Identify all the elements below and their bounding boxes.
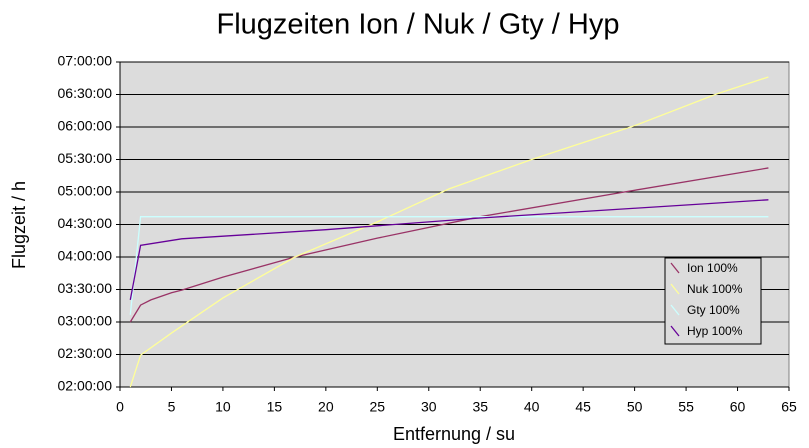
x-tick-label: 25 bbox=[370, 399, 386, 415]
x-tick-label: 20 bbox=[318, 399, 334, 415]
legend-label: Gty 100% bbox=[687, 303, 740, 317]
legend-label: Hyp 100% bbox=[687, 324, 743, 338]
y-tick-label: 03:00:00 bbox=[58, 313, 113, 329]
x-tick-label: 0 bbox=[116, 399, 124, 415]
y-tick-label: 07:00:00 bbox=[58, 53, 113, 69]
series-line bbox=[129, 76, 769, 388]
x-tick-label: 5 bbox=[168, 399, 176, 415]
x-tick-label: 40 bbox=[524, 399, 540, 415]
y-axis-title: Flugzeit / h bbox=[9, 181, 29, 269]
legend-box bbox=[664, 257, 762, 345]
x-tick-label: 10 bbox=[215, 399, 231, 415]
x-tick-label: 55 bbox=[678, 399, 694, 415]
legend-swatch bbox=[670, 262, 680, 274]
x-tick-label: 65 bbox=[781, 399, 797, 415]
chart-title: Flugzeiten Ion / Nuk / Gty / Hyp bbox=[217, 9, 620, 41]
legend-swatch bbox=[670, 283, 680, 295]
x-axis-title: Entfernung / su bbox=[393, 424, 515, 444]
y-tick-label: 02:30:00 bbox=[58, 345, 113, 361]
series-line bbox=[129, 199, 769, 301]
x-tick-label: 50 bbox=[627, 399, 643, 415]
y-tick-label: 05:30:00 bbox=[58, 150, 113, 166]
x-tick-label: 30 bbox=[421, 399, 437, 415]
y-tick-label: 04:30:00 bbox=[58, 215, 113, 231]
x-tick-label: 35 bbox=[472, 399, 488, 415]
x-tick-label: 45 bbox=[575, 399, 591, 415]
series-line bbox=[129, 167, 769, 323]
legend-swatch bbox=[670, 325, 680, 337]
legend-label: Ion 100% bbox=[687, 261, 738, 275]
y-tick-label: 06:00:00 bbox=[58, 118, 113, 134]
legend-label: Nuk 100% bbox=[687, 282, 743, 296]
y-tick-label: 03:30:00 bbox=[58, 280, 113, 296]
y-tick-label: 06:30:00 bbox=[58, 85, 113, 101]
y-tick-label: 05:00:00 bbox=[58, 183, 113, 199]
y-tick-label: 04:00:00 bbox=[58, 248, 113, 264]
x-tick-label: 15 bbox=[267, 399, 283, 415]
y-tick-label: 02:00:00 bbox=[58, 378, 113, 394]
legend-swatch bbox=[670, 304, 680, 316]
x-tick-label: 60 bbox=[730, 399, 746, 415]
